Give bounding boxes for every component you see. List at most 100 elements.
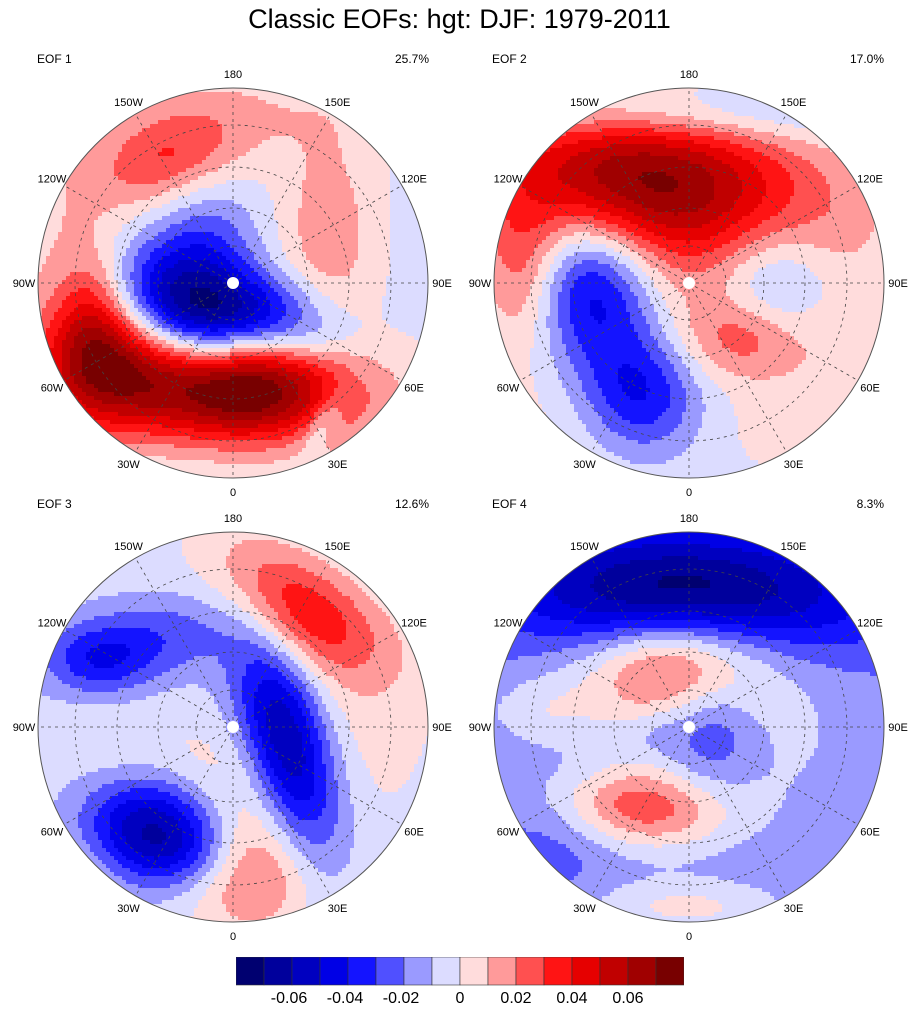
colorbar-box bbox=[459, 957, 489, 986]
latitude-circle bbox=[613, 651, 765, 803]
longitude-label: 0 bbox=[230, 931, 236, 943]
latitude-circle bbox=[613, 207, 765, 359]
eof-panel-4: 180 150E 120E 90E 60E 30E 0 30W 60W 90W 120W 150W bbox=[469, 513, 908, 943]
meridian-line bbox=[694, 286, 859, 381]
meridian-line bbox=[519, 286, 684, 381]
meridian-line bbox=[238, 286, 403, 381]
colorbar-tick-label: -0.02 bbox=[382, 990, 420, 1007]
colorbar-tick-label: 0.02 bbox=[500, 990, 532, 1007]
colorbar-box bbox=[599, 957, 629, 986]
colorbar-tick-label: 0.06 bbox=[612, 990, 644, 1007]
longitude-label: 150W bbox=[114, 541, 143, 553]
map-boundary bbox=[493, 531, 885, 923]
latitude-circle bbox=[74, 124, 392, 442]
longitude-label: 60E bbox=[860, 827, 880, 839]
latitude-circle bbox=[572, 610, 806, 844]
longitude-label: 30W bbox=[573, 459, 596, 471]
longitude-label: 90W bbox=[469, 722, 492, 734]
colorbar-box bbox=[319, 957, 349, 986]
panel-1-label: EOF 1 bbox=[37, 52, 72, 66]
meridian-line bbox=[63, 185, 228, 280]
longitude-label: 0 bbox=[686, 931, 692, 943]
meridian-line bbox=[236, 288, 331, 453]
colorbar-box bbox=[515, 957, 545, 986]
colorbar-tick-label: -0.06 bbox=[270, 990, 308, 1007]
meridian-line bbox=[238, 185, 403, 280]
meridian-line bbox=[692, 288, 787, 453]
longitude-label: 180 bbox=[224, 513, 242, 525]
meridian-line bbox=[238, 629, 403, 724]
meridian-line bbox=[238, 730, 403, 825]
map-boundary bbox=[37, 87, 429, 479]
meridian-line bbox=[519, 730, 684, 825]
longitude-label: 30W bbox=[573, 903, 596, 915]
longitude-label: 150E bbox=[325, 541, 351, 553]
meridian-line bbox=[591, 288, 686, 453]
longitude-label: 60E bbox=[404, 827, 424, 839]
latitude-circle bbox=[157, 651, 309, 803]
longitude-label: 90E bbox=[888, 722, 908, 734]
longitude-label: 120E bbox=[401, 618, 427, 630]
meridian-line bbox=[694, 629, 859, 724]
colorbar-tick-label: 0.04 bbox=[556, 990, 588, 1007]
meridian-line bbox=[694, 185, 859, 280]
pole-marker bbox=[683, 277, 695, 289]
panel-4-label: EOF 4 bbox=[492, 497, 527, 511]
longitude-label: 120E bbox=[857, 618, 883, 630]
colorbar-box bbox=[487, 957, 517, 986]
longitude-label: 90E bbox=[432, 722, 452, 734]
longitude-label: 150E bbox=[781, 97, 807, 109]
longitude-label: 0 bbox=[686, 487, 692, 499]
map-boundary bbox=[37, 531, 429, 923]
eof-panel-3: 180 150E 120E 90E 60E 30E 0 30W 60W 90W 120W 150W bbox=[13, 513, 452, 943]
longitude-label: 120W bbox=[494, 618, 523, 630]
longitude-label: 120W bbox=[38, 618, 67, 630]
longitude-label: 90W bbox=[13, 722, 36, 734]
longitude-label: 150W bbox=[570, 97, 599, 109]
panel-2-variance: 17.0% bbox=[849, 52, 884, 66]
meridian-line bbox=[63, 286, 228, 381]
eof-maps: 180 150E 120E 90E 60E 30E 0 30W 60W 90W 120W 150W 18… bbox=[13, 69, 908, 943]
colorbar-box bbox=[655, 957, 684, 986]
meridian-line bbox=[591, 732, 686, 897]
meridian-line bbox=[692, 113, 787, 278]
meridian-line bbox=[63, 730, 228, 825]
meridian-line bbox=[236, 113, 331, 278]
panel-2-label: EOF 2 bbox=[492, 52, 527, 66]
longitude-label: 90E bbox=[432, 278, 452, 290]
longitude-label: 120W bbox=[38, 174, 67, 186]
contour-fill bbox=[38, 88, 428, 478]
colorbar-tick-label: 0 bbox=[455, 990, 465, 1007]
meridian-line bbox=[236, 732, 331, 897]
latitude-circle bbox=[116, 610, 350, 844]
longitude-label: 150E bbox=[325, 97, 351, 109]
longitude-label: 60W bbox=[41, 383, 64, 395]
latitude-circle bbox=[530, 124, 848, 442]
longitude-label: 30E bbox=[784, 903, 804, 915]
colorbar-box bbox=[263, 957, 293, 986]
colorbar-box bbox=[236, 957, 265, 986]
longitude-label: 150E bbox=[781, 541, 807, 553]
longitude-label: 60W bbox=[41, 827, 64, 839]
longitude-label: 120W bbox=[494, 174, 523, 186]
longitude-label: 180 bbox=[224, 69, 242, 81]
longitude-label: 150W bbox=[570, 541, 599, 553]
pole-marker bbox=[683, 721, 695, 733]
meridian-line bbox=[135, 288, 230, 453]
map-boundary bbox=[493, 87, 885, 479]
latitude-circle bbox=[157, 207, 309, 359]
longitude-label: 90W bbox=[13, 278, 36, 290]
longitude-label: 120E bbox=[401, 174, 427, 186]
meridian-line bbox=[63, 629, 228, 724]
panel-1-variance: 25.7% bbox=[394, 52, 429, 66]
colorbar-box bbox=[347, 957, 377, 986]
contour-fill bbox=[38, 532, 428, 922]
longitude-label: 180 bbox=[680, 69, 698, 81]
longitude-label: 30E bbox=[784, 459, 804, 471]
colorbar bbox=[236, 957, 684, 986]
pole-marker bbox=[227, 277, 239, 289]
meridian-line bbox=[692, 557, 787, 722]
panel-3-label: EOF 3 bbox=[37, 497, 72, 511]
eof-panel-1: 180 150E 120E 90E 60E 30E 0 30W 60W 90W 120W 150W bbox=[13, 69, 452, 499]
meridian-line bbox=[591, 113, 686, 278]
